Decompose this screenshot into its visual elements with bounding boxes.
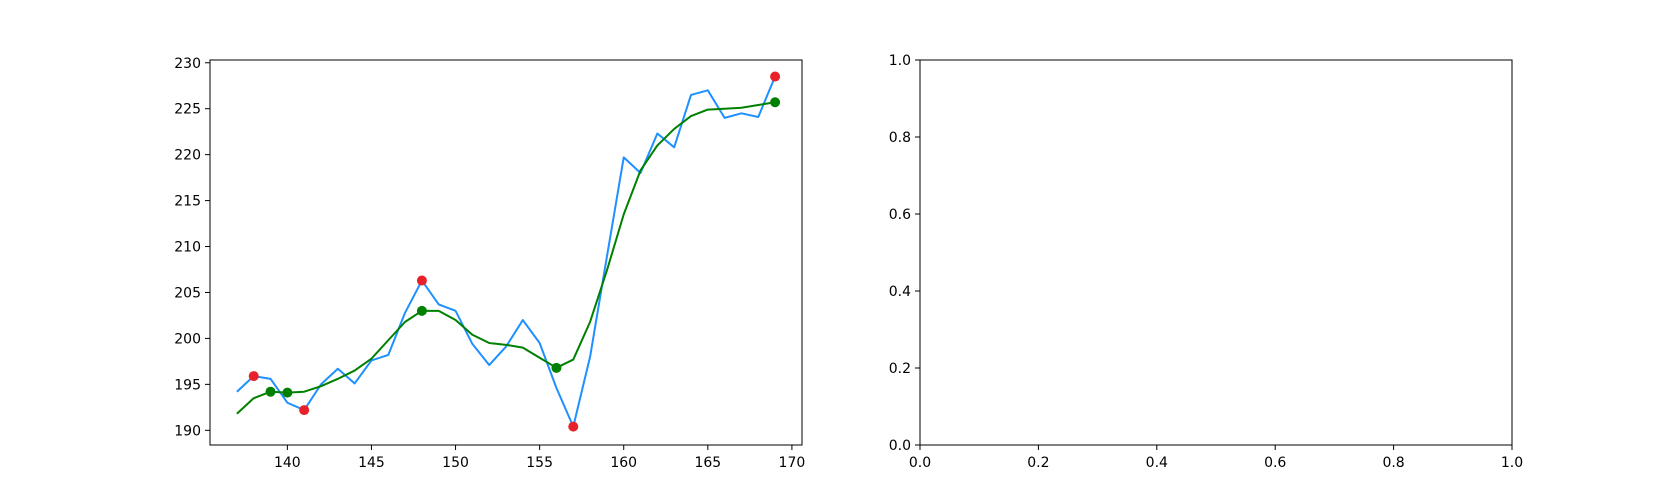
y-tick-label: 0.6 <box>889 207 911 223</box>
x-tick-label: 170 <box>779 455 806 471</box>
left-chart: 140 145 150 155 160 165 170 190 195 200 205 210 215 2… <box>174 56 805 471</box>
x-tick-label: 0.6 <box>1264 455 1286 471</box>
y-tick-label: 200 <box>174 331 201 347</box>
y-tick-label: 0.2 <box>889 361 911 377</box>
series-line-2 <box>236 101 776 415</box>
axes-frame <box>919 59 1513 446</box>
marker-point <box>770 71 781 82</box>
x-tick-label: 155 <box>526 455 553 471</box>
y-tick-label: 205 <box>174 285 201 301</box>
series-line-1 <box>236 76 777 428</box>
x-tick-label: 165 <box>694 455 721 471</box>
marker-point <box>416 275 427 286</box>
x-tick-label: 0.0 <box>909 455 931 471</box>
marker-point <box>265 386 276 397</box>
marker-point <box>416 305 427 316</box>
marker-point <box>568 421 579 432</box>
y-tick-label: 190 <box>174 423 201 439</box>
x-tick-label: 0.2 <box>1027 455 1049 471</box>
y-tick-label: 1.0 <box>889 53 911 69</box>
y-tick-label: 230 <box>174 56 201 72</box>
y-tick-label: 210 <box>174 240 201 256</box>
y-tick-label: 215 <box>174 194 201 210</box>
x-tick-label: 160 <box>610 455 637 471</box>
y-tick-label: 0.8 <box>889 130 911 146</box>
marker-point <box>299 405 310 416</box>
x-tick-label: 1.0 <box>1501 455 1523 471</box>
y-tick-label: 195 <box>174 377 201 393</box>
x-tick-label: 150 <box>442 455 469 471</box>
y-tick-label: 220 <box>174 148 201 164</box>
y-tick-label: 0.4 <box>889 284 911 300</box>
x-tick-label: 0.4 <box>1146 455 1168 471</box>
right-chart-empty: 0.0 0.2 0.4 0.6 0.8 1.0 0.0 0.2 0.4 0.6 0.8 1.0 <box>889 53 1523 471</box>
marker-point <box>770 97 781 108</box>
axes-frame <box>209 59 803 446</box>
x-tick-label: 145 <box>358 455 385 471</box>
marker-point <box>551 362 562 373</box>
y-tick-label: 0.0 <box>889 438 911 454</box>
y-tick-label: 225 <box>174 102 201 118</box>
marker-point <box>248 371 259 382</box>
marker-point <box>282 387 293 398</box>
x-tick-label: 140 <box>274 455 301 471</box>
x-tick-label: 0.8 <box>1382 455 1404 471</box>
